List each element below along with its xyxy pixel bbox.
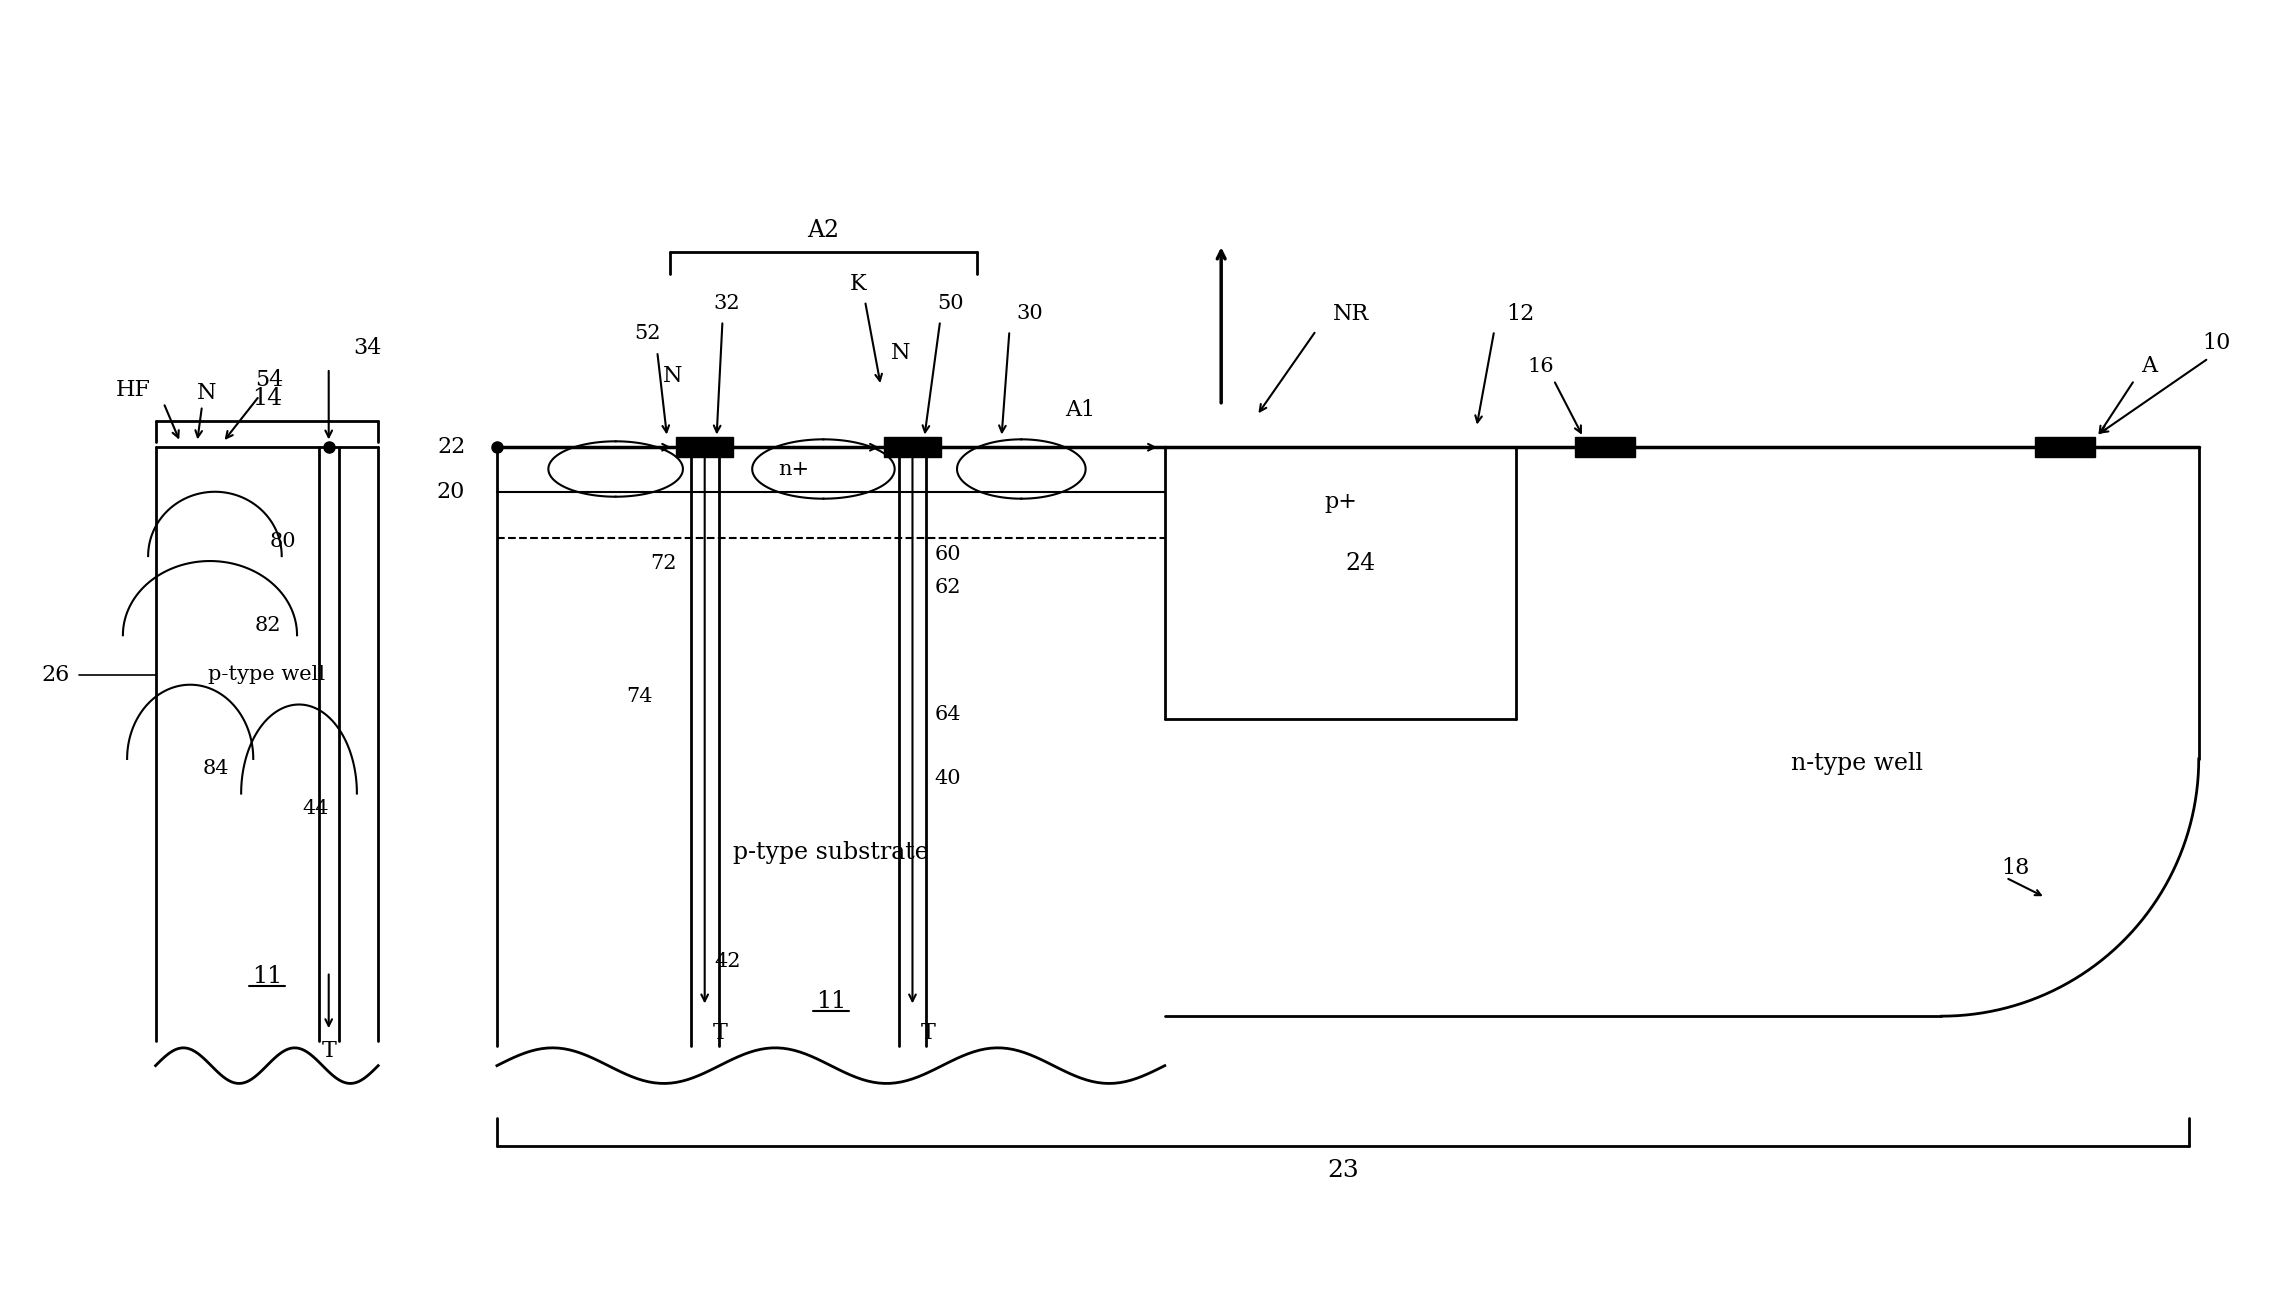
Text: 62: 62 (934, 579, 961, 597)
Text: p-type substrate: p-type substrate (732, 842, 929, 864)
Text: 72: 72 (650, 555, 678, 573)
Text: 42: 42 (714, 952, 742, 972)
Text: N: N (197, 381, 217, 404)
Text: 34: 34 (353, 338, 382, 359)
Text: p+: p+ (1323, 490, 1357, 513)
Text: 60: 60 (934, 544, 961, 564)
Text: 32: 32 (714, 295, 739, 313)
Bar (1575, 438, 1634, 458)
Text: 26: 26 (41, 664, 69, 686)
Text: 82: 82 (254, 615, 282, 635)
Text: 74: 74 (627, 686, 652, 706)
Bar (884, 438, 941, 458)
Text: T: T (320, 1040, 336, 1061)
Text: 24: 24 (1346, 552, 1376, 575)
Text: K: K (849, 274, 865, 295)
Text: A1: A1 (1067, 398, 1096, 421)
Text: 50: 50 (936, 295, 964, 313)
Text: n+: n+ (778, 459, 810, 479)
Text: 64: 64 (934, 705, 961, 723)
Text: T: T (712, 1022, 728, 1044)
Text: 10: 10 (2202, 333, 2232, 354)
Text: T: T (920, 1022, 936, 1044)
Text: 44: 44 (302, 800, 330, 818)
Text: 40: 40 (934, 769, 961, 788)
Text: p-type well: p-type well (208, 665, 325, 684)
Text: 54: 54 (254, 370, 284, 391)
Text: 11: 11 (815, 990, 847, 1013)
Text: 23: 23 (1328, 1159, 1360, 1182)
Text: HF: HF (117, 379, 151, 401)
Text: n-type well: n-type well (1792, 752, 1923, 776)
Text: 80: 80 (270, 531, 295, 551)
Bar (675, 438, 732, 458)
Text: 18: 18 (2001, 857, 2030, 878)
Text: 20: 20 (437, 481, 465, 502)
Text: 16: 16 (1527, 356, 1554, 376)
Text: 14: 14 (252, 387, 282, 410)
Text: N: N (664, 366, 682, 387)
Text: A2: A2 (808, 220, 840, 242)
Text: A: A (2140, 355, 2156, 377)
Text: NR: NR (1332, 302, 1369, 325)
Text: 84: 84 (204, 759, 229, 778)
Bar (2035, 438, 2094, 458)
Text: 30: 30 (1016, 304, 1044, 323)
Text: 52: 52 (634, 323, 662, 343)
Text: 22: 22 (437, 437, 465, 458)
Text: N: N (890, 342, 911, 364)
Text: 12: 12 (1506, 302, 1534, 325)
Text: 11: 11 (252, 965, 282, 988)
